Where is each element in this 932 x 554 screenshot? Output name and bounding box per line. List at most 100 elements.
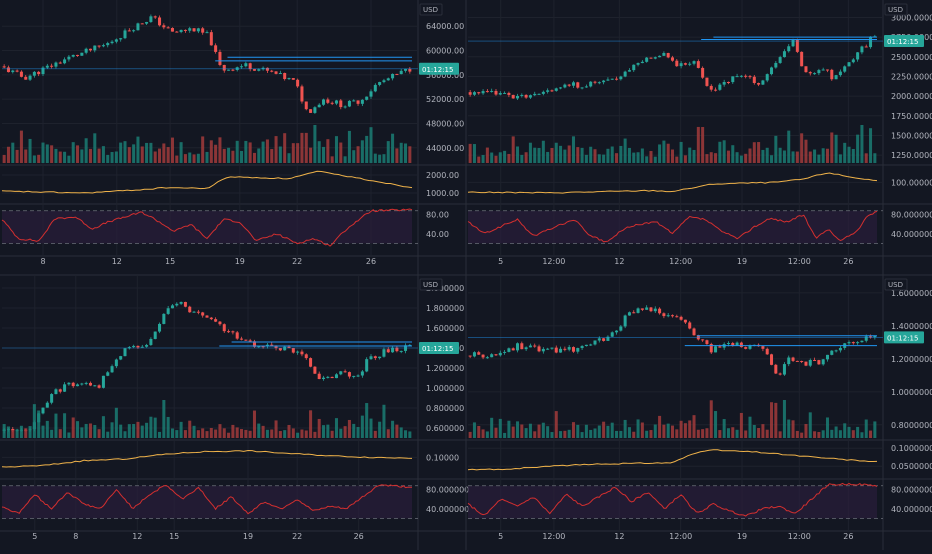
volume-bar bbox=[252, 152, 256, 163]
volume-bar bbox=[546, 426, 550, 438]
volume-bar bbox=[494, 427, 498, 438]
volume-bar bbox=[856, 134, 860, 163]
volume-bar bbox=[795, 430, 799, 438]
candle bbox=[382, 80, 386, 83]
candle bbox=[761, 80, 765, 85]
volume-bar bbox=[679, 420, 683, 438]
volume-bar bbox=[718, 430, 722, 438]
candle bbox=[183, 29, 187, 31]
volume-bar bbox=[2, 154, 6, 163]
candle bbox=[106, 372, 110, 376]
candle bbox=[123, 30, 127, 39]
candle bbox=[709, 85, 713, 90]
candle bbox=[782, 51, 786, 58]
volume-bar bbox=[352, 423, 356, 438]
candle bbox=[615, 78, 619, 80]
candle bbox=[744, 347, 748, 349]
price-tick-label: 1.400000000 bbox=[891, 322, 932, 331]
candle bbox=[80, 383, 84, 385]
candle bbox=[813, 359, 817, 361]
time-axis-label: 12:00 bbox=[542, 257, 565, 266]
volume-bar bbox=[214, 144, 218, 163]
chart-panel-3: 2.0000001.8000001.6000001.4000001.200000… bbox=[0, 274, 469, 550]
candle bbox=[317, 373, 321, 380]
time-axis-label: 5 bbox=[498, 532, 503, 541]
volume-bar bbox=[192, 425, 196, 438]
price-tick-label: 0.800000 bbox=[426, 404, 464, 413]
volume-bar bbox=[666, 423, 670, 438]
price-tick-label: 44000.00 bbox=[426, 144, 464, 153]
volume-bar bbox=[511, 136, 515, 163]
candle bbox=[554, 88, 558, 91]
volume-bar bbox=[627, 147, 631, 163]
candle bbox=[153, 331, 157, 339]
volume-bar bbox=[472, 144, 476, 163]
volume-bar bbox=[507, 420, 511, 438]
time-axis-label: 26 bbox=[843, 257, 853, 266]
candle bbox=[158, 323, 162, 332]
candle bbox=[627, 312, 631, 316]
candle bbox=[714, 346, 718, 353]
candle bbox=[309, 358, 313, 367]
candle bbox=[597, 338, 601, 341]
oscillator-line bbox=[1, 170, 413, 194]
candle bbox=[140, 346, 144, 348]
volume-bar bbox=[666, 143, 670, 163]
volume-bar bbox=[843, 142, 847, 163]
candle bbox=[817, 360, 821, 365]
volume-bar bbox=[50, 429, 54, 438]
candle bbox=[283, 72, 287, 80]
candle bbox=[821, 69, 825, 71]
candle bbox=[300, 86, 304, 102]
volume-bar bbox=[688, 147, 692, 163]
candle bbox=[623, 71, 627, 77]
candle bbox=[498, 93, 502, 95]
volume-bar bbox=[106, 154, 110, 163]
volume-bar bbox=[382, 404, 386, 438]
volume-bar bbox=[653, 424, 657, 438]
volume-bar bbox=[851, 149, 855, 163]
stoch-line bbox=[1, 208, 413, 247]
volume-bar bbox=[640, 148, 644, 163]
volume-bar bbox=[326, 139, 330, 163]
volume-bar bbox=[119, 142, 123, 163]
volume-bar bbox=[490, 152, 494, 163]
volume-bar bbox=[498, 152, 502, 163]
volume-bar bbox=[369, 127, 373, 163]
volume-bar bbox=[84, 138, 88, 163]
candle bbox=[248, 340, 252, 342]
volume-bar bbox=[270, 429, 274, 438]
candle bbox=[261, 346, 265, 348]
candle bbox=[19, 71, 23, 77]
volume-bar bbox=[37, 410, 41, 438]
volume-bar bbox=[149, 416, 153, 438]
candle bbox=[571, 347, 575, 352]
candle bbox=[76, 54, 80, 56]
volume-bar bbox=[188, 420, 192, 438]
candle bbox=[718, 84, 722, 90]
volume-bar bbox=[632, 431, 636, 438]
candle bbox=[649, 57, 653, 59]
volume-bar bbox=[235, 140, 239, 163]
volume-bar bbox=[317, 418, 321, 438]
candle bbox=[856, 52, 860, 60]
volume-bar bbox=[675, 429, 679, 438]
candle bbox=[722, 81, 726, 85]
candle bbox=[838, 71, 842, 76]
currency-label: USD bbox=[888, 6, 903, 14]
volume-bar bbox=[563, 149, 567, 163]
candle bbox=[322, 99, 326, 105]
chart-panel-2: 3000.0000002750.0000002500.0000002250.00… bbox=[465, 0, 932, 275]
volume-bar bbox=[813, 149, 817, 163]
volume-bar bbox=[175, 155, 179, 163]
candle bbox=[369, 91, 373, 97]
stoch-tick-label: 40.000000 bbox=[891, 505, 932, 514]
volume-bar bbox=[774, 135, 778, 163]
volume-bar bbox=[97, 148, 101, 163]
volume-bar bbox=[343, 426, 347, 438]
volume-bar bbox=[593, 428, 597, 438]
candle bbox=[132, 30, 136, 32]
candle bbox=[283, 346, 287, 351]
candle bbox=[692, 61, 696, 64]
